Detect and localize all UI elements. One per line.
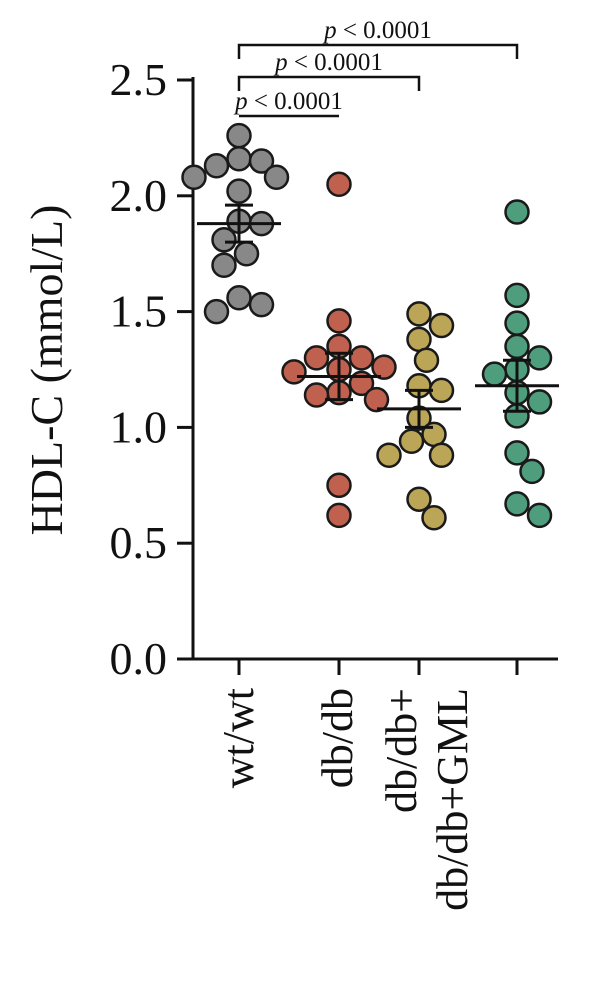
p-symbol: p xyxy=(273,49,288,76)
data-point xyxy=(226,122,252,149)
data-point xyxy=(181,164,207,191)
data-point xyxy=(211,252,237,279)
y-tick-label: 0.5 xyxy=(110,517,168,568)
data-point xyxy=(203,298,230,325)
data-point xyxy=(263,164,290,191)
data-point xyxy=(233,240,260,267)
significance-label: p < 0.0001 xyxy=(273,49,383,76)
p-value: < 0.0001 xyxy=(288,49,383,76)
data-point xyxy=(326,308,352,334)
data-point xyxy=(226,145,252,172)
data-point xyxy=(504,491,530,517)
y-tick-label: 1.5 xyxy=(110,286,168,337)
p-symbol: p xyxy=(322,17,337,44)
data-point xyxy=(504,440,530,466)
y-tick-label: 0.0 xyxy=(110,633,168,684)
data-point xyxy=(428,442,455,468)
data-point xyxy=(398,428,425,455)
data-points xyxy=(181,122,553,531)
bracket-line xyxy=(237,43,519,59)
data-point xyxy=(519,458,545,485)
data-point xyxy=(526,389,553,415)
mean-sem-bars xyxy=(197,203,559,429)
data-point xyxy=(226,284,252,311)
data-point xyxy=(413,347,440,373)
data-point xyxy=(428,377,455,404)
data-point xyxy=(526,345,553,371)
y-axis: 0.0 0.5 1.0 1.5 2.0 2.5 xyxy=(110,54,195,684)
p-value: < 0.0001 xyxy=(337,17,432,44)
category-label: db/db+ xyxy=(377,688,426,813)
y-tick-label: 2.0 xyxy=(110,170,168,221)
data-point xyxy=(326,502,352,529)
y-axis-title: HDL-C (mmol/L) xyxy=(21,205,72,536)
significance-bracket: p < 0.0001 xyxy=(237,17,519,59)
y-tick-label: 1.0 xyxy=(110,401,168,452)
data-point xyxy=(326,171,352,197)
significance-bracket: p < 0.0001 xyxy=(237,49,421,91)
category-label: wt/wt xyxy=(214,688,263,788)
bracket-line xyxy=(237,75,421,91)
data-point xyxy=(504,282,530,309)
data-point xyxy=(376,442,402,468)
significance-label: p < 0.0001 xyxy=(233,88,343,115)
x-axis xyxy=(193,657,558,675)
data-point xyxy=(371,354,397,380)
data-point xyxy=(526,502,553,529)
data-point xyxy=(421,504,447,531)
data-point xyxy=(211,227,237,253)
data-point xyxy=(504,199,530,225)
data-point xyxy=(303,382,330,408)
p-symbol: p xyxy=(233,88,248,115)
data-point xyxy=(203,152,230,179)
data-point xyxy=(281,359,307,385)
data-point xyxy=(481,361,508,387)
significance-bracket: p < 0.0001 xyxy=(233,88,343,118)
data-point xyxy=(406,326,432,353)
data-point xyxy=(406,486,432,512)
data-point xyxy=(326,472,352,499)
data-point xyxy=(248,148,275,174)
data-point xyxy=(504,333,530,360)
data-point xyxy=(303,345,330,371)
data-point xyxy=(406,301,432,327)
category-label: db/db xyxy=(313,688,362,788)
category-label: db/db+GML xyxy=(428,688,477,911)
data-point xyxy=(248,291,275,318)
significance-label: p < 0.0001 xyxy=(322,17,432,44)
data-point xyxy=(428,312,455,339)
data-point xyxy=(348,345,375,371)
data-point xyxy=(504,310,530,336)
y-tick-label: 2.5 xyxy=(110,54,168,105)
p-value: < 0.0001 xyxy=(248,88,343,115)
data-point xyxy=(363,386,390,413)
data-point xyxy=(226,178,252,204)
